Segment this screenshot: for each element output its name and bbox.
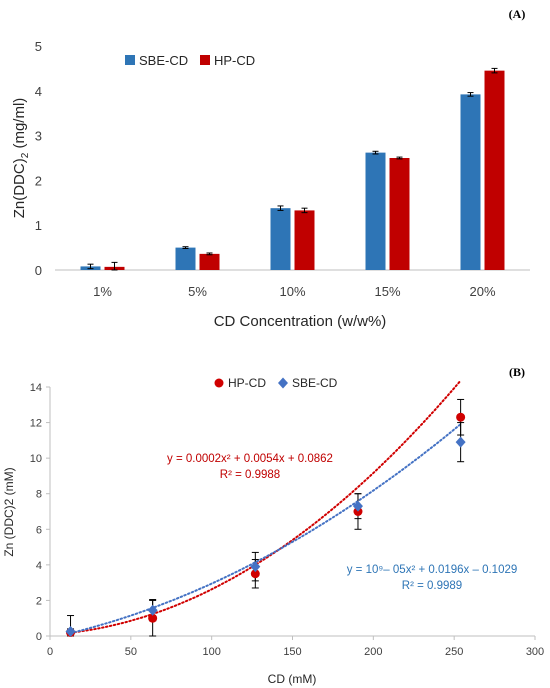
- legend-swatch-hp-cd: [200, 55, 210, 65]
- y-tick-label: 12: [30, 418, 42, 430]
- point-sbe-cd: [250, 561, 261, 573]
- panel-label-a: (A): [509, 7, 526, 21]
- x-tick-label: 10%: [279, 284, 305, 299]
- trendline-hp-cd: [69, 379, 462, 634]
- legend-marker-hp-cd: [214, 378, 224, 388]
- legend-swatch-sbe-cd: [125, 55, 135, 65]
- y-tick-label: 4: [35, 84, 42, 99]
- panel-a-bars: [80, 67, 505, 271]
- y-tick-label: 0: [35, 263, 42, 278]
- panel-a-y-ticks: 0 1 2 3 4 5: [35, 39, 42, 278]
- panel-a-legend: SBE-CD HP-CD: [125, 53, 255, 68]
- panel-a-bar-chart: (A) 0 1 2 3 4 5 1% 5% 10% 15% 20% CD Concentratio…: [11, 7, 530, 330]
- panel-b-scatter-chart: (B) 0 50 100 150 200 250 300 0 2 4 6 8 10 12 14 HP-CD S…: [2, 365, 544, 686]
- x-tick-label: 15%: [374, 284, 400, 299]
- x-tick-label: 300: [526, 646, 544, 658]
- point-sbe-cd: [147, 604, 158, 616]
- legend-label-hp-cd: HP-CD: [214, 53, 255, 68]
- bar-sbe-cd: [460, 94, 481, 270]
- panel-b-x-axis-title: CD (mM): [268, 672, 317, 686]
- bar-sbe-cd: [270, 208, 291, 270]
- y-tick-label: 0: [36, 631, 42, 643]
- y-tick-label: 6: [36, 524, 42, 536]
- y-tick-label: 4: [36, 560, 42, 572]
- bar-sbe-cd: [175, 247, 196, 270]
- panel-b-y-axis-title: Zn (DDC)2 (mM): [2, 467, 16, 556]
- y-tick-label: 8: [36, 489, 42, 501]
- x-tick-label: 150: [283, 646, 301, 658]
- legend-label-sbe-cd: SBE-CD: [139, 53, 188, 68]
- x-tick-label: 250: [445, 646, 463, 658]
- y-tick-label: 2: [36, 595, 42, 607]
- panel-a-x-axis-title: CD Concentration (w/w%): [214, 313, 387, 330]
- trendline-sbe-cd: [69, 423, 462, 635]
- point-hp-cd: [148, 613, 158, 623]
- sbe-cd-r2: R² = 0.9989: [402, 580, 462, 592]
- y-tick-label: 5: [35, 39, 42, 54]
- panel-a-x-ticks: 1% 5% 10% 15% 20%: [93, 284, 496, 299]
- y-tick-label: 3: [35, 129, 42, 144]
- y-tick-label: 1: [35, 218, 42, 233]
- x-tick-label: 20%: [469, 284, 495, 299]
- y-title-unit: (mg/ml): [11, 98, 28, 153]
- panel-label-b: (B): [509, 365, 525, 379]
- point-hp-cd: [250, 569, 260, 579]
- legend-label-sbe-cd: SBE-CD: [292, 376, 338, 390]
- hp-cd-r2: R² = 0.9988: [220, 469, 280, 481]
- panel-b-points: [65, 412, 466, 638]
- point-sbe-cd: [455, 436, 466, 448]
- hp-cd-equation: y = 0.0002x² + 0.0054x + 0.0862: [167, 453, 333, 465]
- x-tick-label: 1%: [93, 284, 112, 299]
- panel-b-axes: 0 50 100 150 200 250 300 0 2 4 6 8 10 12 14: [30, 382, 544, 658]
- x-tick-label: 200: [364, 646, 382, 658]
- panel-a-y-axis-title: Zn(DDC)2 (mg/ml): [11, 98, 31, 219]
- bar-hp-cd: [199, 253, 220, 270]
- bar-hp-cd: [294, 210, 315, 270]
- x-tick-label: 0: [47, 646, 53, 658]
- point-sbe-cd: [65, 626, 76, 638]
- x-tick-label: 5%: [188, 284, 207, 299]
- y-title-subscript: 2: [20, 152, 31, 158]
- point-sbe-cd: [352, 500, 363, 512]
- panel-b-trendlines: [69, 379, 462, 635]
- legend-marker-sbe-cd: [278, 377, 288, 389]
- legend-label-hp-cd: HP-CD: [228, 376, 266, 390]
- sbe-cd-equation: y = 10⁹– 05x² + 0.0196x – 0.1029: [347, 564, 518, 576]
- bar-hp-cd: [484, 70, 505, 270]
- panel-b-error-bars: [67, 398, 465, 637]
- bar-sbe-cd: [365, 152, 386, 270]
- point-hp-cd: [456, 412, 466, 422]
- y-tick-label: 10: [30, 453, 42, 465]
- x-tick-label: 100: [202, 646, 220, 658]
- y-title-main: Zn(DDC): [11, 158, 28, 218]
- bar-hp-cd: [389, 158, 410, 270]
- y-tick-label: 14: [30, 382, 42, 394]
- panel-b-legend: HP-CD SBE-CD: [214, 376, 338, 390]
- x-tick-label: 50: [125, 646, 137, 658]
- y-tick-label: 2: [35, 173, 42, 188]
